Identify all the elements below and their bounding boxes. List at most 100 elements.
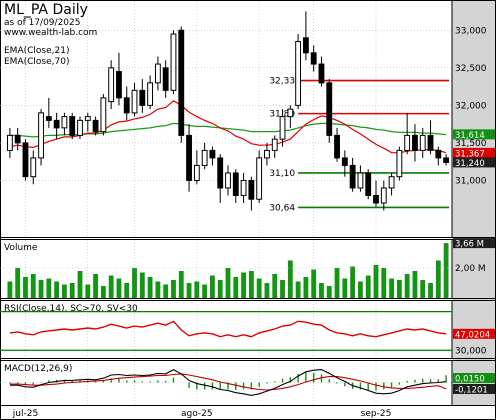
macd-last-tag-label: 0,0150 <box>455 375 485 385</box>
candle-body <box>108 67 115 103</box>
candle-body <box>373 194 379 204</box>
volume-bar <box>225 268 231 298</box>
volume-bar <box>311 269 317 298</box>
price-axis-strip <box>452 0 496 405</box>
price-tick-label: 33,000 <box>455 26 487 36</box>
candle-body <box>357 172 364 189</box>
volume-bar <box>248 271 254 298</box>
candle-body <box>341 157 348 166</box>
price-tick-label: 31,000 <box>455 176 487 186</box>
volume-title: Volume <box>4 243 38 253</box>
level-label: 32,33 <box>269 77 295 87</box>
volume-bar <box>233 277 239 298</box>
candle-body <box>232 172 239 196</box>
last-value-tag <box>453 129 495 140</box>
candle-body <box>279 116 286 140</box>
candle-body <box>147 82 154 106</box>
volume-bar <box>319 283 324 298</box>
candle-body <box>295 41 302 106</box>
volume-bar <box>147 277 153 298</box>
candle-body <box>419 134 426 151</box>
volume-bar <box>443 243 449 298</box>
ema21-line <box>9 100 447 154</box>
volume-bar <box>256 278 262 298</box>
last-value-tag <box>453 157 495 168</box>
candle-body <box>349 164 356 189</box>
price-tick-label: 31,500 <box>455 139 487 149</box>
volume-bar <box>7 281 13 298</box>
last-value-tag-label: 31,367 <box>455 149 485 159</box>
volume-bar <box>69 283 75 298</box>
volume-bar <box>46 278 52 298</box>
volume-bar <box>365 275 371 298</box>
candle-body <box>287 108 294 118</box>
volume-bar <box>100 286 106 298</box>
macd-last-tag <box>453 373 495 383</box>
candle-body <box>225 172 231 189</box>
volume-bar <box>396 280 402 298</box>
volume-bar <box>272 274 278 298</box>
volume-bar <box>210 275 215 298</box>
volume-bar <box>77 271 83 298</box>
price-tick-label: 32,000 <box>455 101 487 111</box>
volume-bar <box>23 277 28 298</box>
candle-body <box>209 149 216 159</box>
candle-body <box>404 134 411 151</box>
title-block: ML_PA Daily as of 17/09/2025 www.wealth-… <box>4 2 97 38</box>
last-value-tag-label: 31,614 <box>455 131 485 141</box>
volume-tick-label: 2,00 M <box>455 264 486 274</box>
volume-bar <box>139 272 145 298</box>
candle-body <box>45 116 52 121</box>
rsi-line <box>9 320 447 338</box>
volume-bar <box>420 280 426 298</box>
volume-bar <box>389 278 394 298</box>
rsi-last-tag-label: 47,0204 <box>455 330 490 340</box>
level-label: 30,64 <box>269 203 295 213</box>
candle-body <box>22 142 29 178</box>
x-tick-label: sep-25 <box>361 409 392 419</box>
volume-bar <box>404 274 410 298</box>
candle-body <box>310 52 317 65</box>
volume-bar <box>194 281 200 298</box>
chart-subtitle: as of 17/09/2025 <box>4 18 81 28</box>
volume-bar <box>62 284 67 298</box>
volume-bar <box>287 260 293 298</box>
candle-body <box>318 63 325 84</box>
volume-bar <box>171 280 176 298</box>
volume-bar <box>334 268 340 298</box>
volume-bar <box>132 268 137 298</box>
candle-body <box>443 157 450 163</box>
chart-title: ML_PA Daily <box>4 2 88 18</box>
candle-body <box>6 134 13 151</box>
macd-pane-frame <box>0 360 496 406</box>
candle-body <box>116 71 122 99</box>
macd-signal-last-tag <box>453 384 495 394</box>
candle-body <box>84 116 91 121</box>
macd-title: MACD(12,26,9) <box>4 364 72 374</box>
volume-bar <box>264 283 270 298</box>
volume-bar <box>124 283 130 298</box>
volume-bar <box>350 266 356 298</box>
volume-last-tag <box>453 238 495 249</box>
volume-bar <box>326 286 332 298</box>
volume-bar <box>202 284 208 298</box>
rsi-last-tag <box>453 328 495 339</box>
volume-bar <box>303 277 309 298</box>
candle-body <box>217 157 224 189</box>
volume-bar <box>93 274 98 298</box>
volume-bar <box>373 265 379 298</box>
volume-bar <box>358 281 363 298</box>
volume-bar <box>155 281 161 298</box>
macd-signal-last-tag-label: -0,1201 <box>455 386 488 396</box>
x-tick-label: jul-25 <box>12 409 38 419</box>
candle-body <box>77 119 83 136</box>
candle-body <box>256 157 263 200</box>
candle-body <box>69 116 76 136</box>
candle-body <box>92 119 99 133</box>
candle-body <box>14 134 21 144</box>
volume-bar <box>30 274 36 298</box>
candle-body <box>193 164 200 181</box>
volume-bar <box>116 278 122 298</box>
